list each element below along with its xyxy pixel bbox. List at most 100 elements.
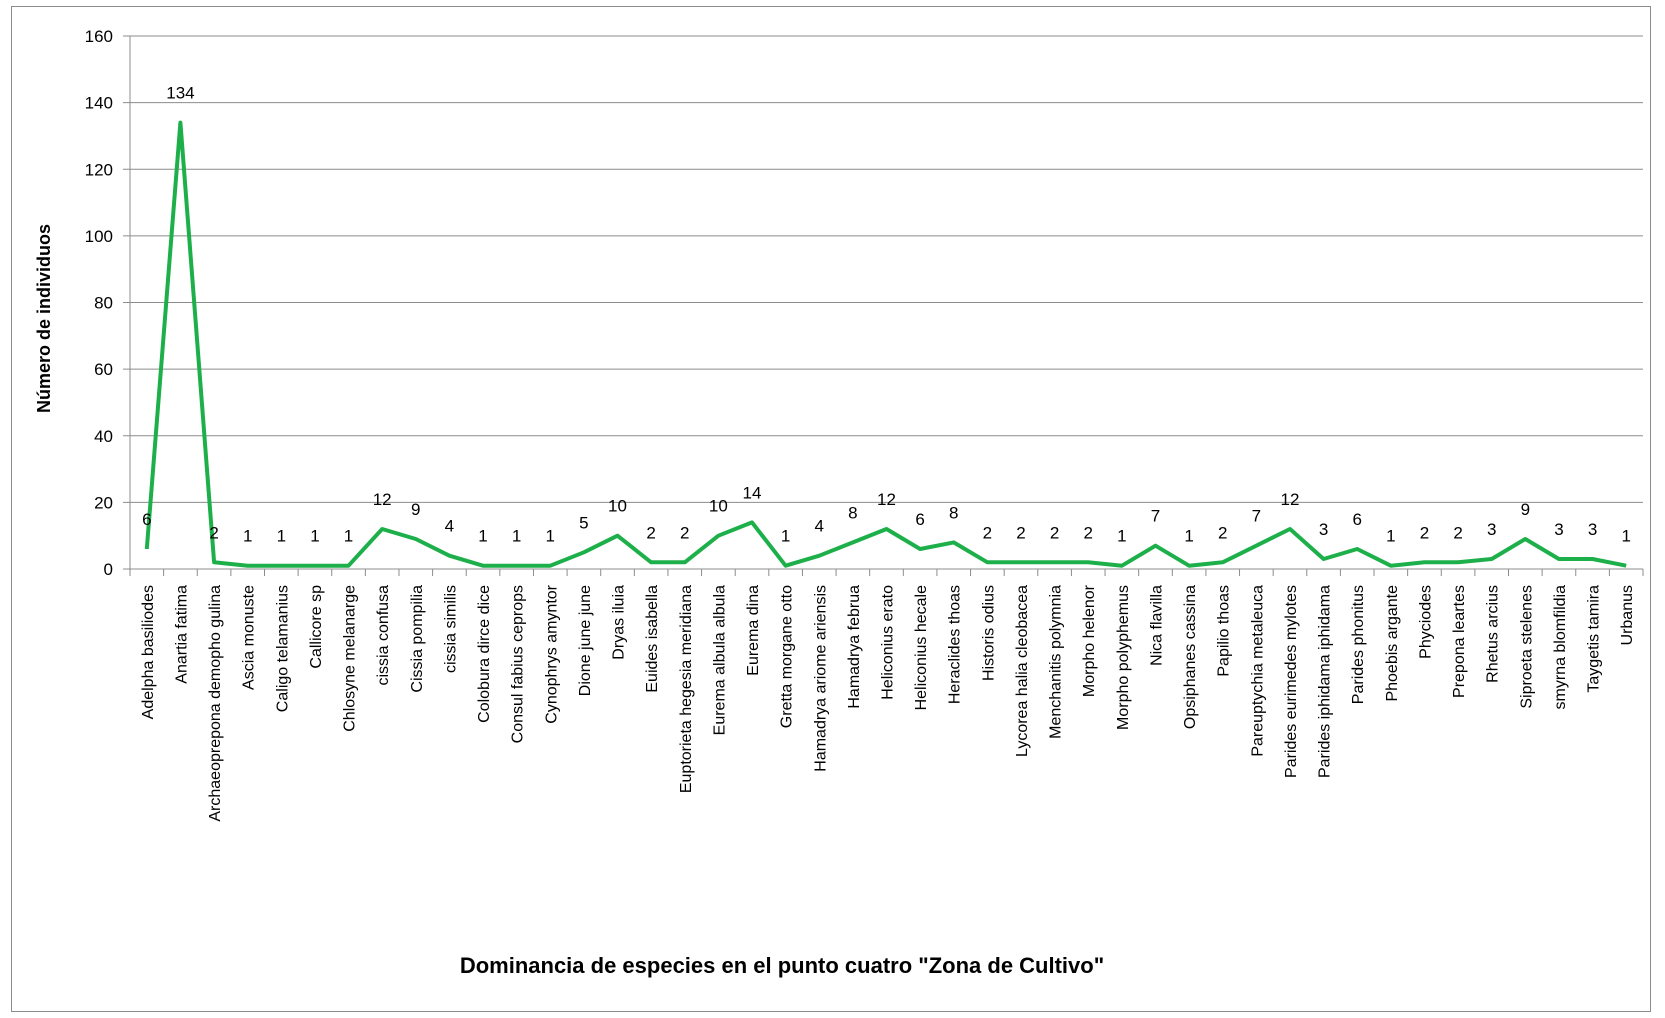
- data-label: 2: [1016, 523, 1025, 542]
- data-label: 2: [680, 523, 689, 542]
- category-label: Consul fabius ceprops: [510, 585, 527, 743]
- category-label: Callicore sp: [308, 585, 325, 669]
- category-label: cissia confusa: [375, 585, 392, 686]
- category-label: Siproeta stelenes: [1518, 585, 1535, 709]
- data-label: 1: [781, 527, 790, 546]
- data-label: 4: [445, 517, 454, 536]
- category-labels: Adelpha basiliodes Anartia fatima Archaeop…: [140, 584, 1636, 821]
- category-label: Lycorea halia cleobacea: [1014, 585, 1031, 757]
- category-label: Parides eurimedes mylotes: [1283, 585, 1300, 778]
- category-label: cissia similis: [442, 585, 459, 673]
- y-tick-label: 120: [85, 160, 113, 179]
- data-label: 9: [411, 500, 420, 519]
- data-label: 6: [142, 510, 151, 529]
- data-label: 7: [1151, 507, 1160, 526]
- y-tick-label: 100: [85, 227, 113, 246]
- data-label: 3: [1487, 520, 1496, 539]
- category-label: Gretta morgane otto: [779, 585, 796, 728]
- category-label: Heraclides thoas: [947, 585, 964, 704]
- category-label: Euides isabella: [644, 585, 661, 693]
- category-label: Cynophrys amyntor: [543, 584, 560, 723]
- data-label: 5: [579, 513, 588, 532]
- category-label: Papilio thoas: [1216, 585, 1233, 677]
- y-tick-label: 60: [94, 360, 113, 379]
- series-line: [144, 120, 1627, 568]
- data-label: 8: [949, 503, 958, 522]
- data-label: 1: [344, 527, 353, 546]
- data-label: 6: [915, 510, 924, 529]
- y-tick-label: 20: [94, 493, 113, 512]
- category-label: Dione june june: [577, 585, 594, 696]
- data-label: 12: [1281, 490, 1300, 509]
- y-axis-ticks: 0 20 40 60 80 100 120 140 160: [85, 27, 130, 579]
- category-label: Euptorieta hegesia meridiana: [678, 585, 695, 793]
- category-label: Morpho polyphemus: [1115, 585, 1132, 730]
- category-label: Parides iphidama iphidama: [1317, 585, 1334, 778]
- category-label: Eurema dina: [745, 585, 762, 676]
- data-label: 12: [877, 490, 896, 509]
- data-label: 14: [743, 483, 762, 502]
- data-label: 2: [1218, 523, 1227, 542]
- category-label: Hamadrya februa: [846, 585, 863, 709]
- y-axis-title: Número de individuos: [34, 224, 54, 413]
- category-label: Phyciodes: [1417, 585, 1434, 659]
- y-tick-label: 40: [94, 427, 113, 446]
- category-label: Dryas iluia: [611, 585, 628, 660]
- data-label: 6: [1352, 510, 1361, 529]
- data-label: 1: [478, 527, 487, 546]
- category-label: Menchanitis polymnia: [1048, 585, 1065, 739]
- data-label: 1: [243, 527, 252, 546]
- category-label: Cissia pompilia: [409, 585, 426, 693]
- category-label: Hamadrya ariome ariensis: [812, 585, 829, 772]
- data-label: 3: [1319, 520, 1328, 539]
- category-label: smyrna blomfildia: [1552, 585, 1569, 710]
- data-label: 10: [608, 497, 627, 516]
- y-tick-label: 160: [85, 27, 113, 46]
- gridlines: [130, 35, 1643, 503]
- data-label: 1: [310, 527, 319, 546]
- chart-frame: [11, 6, 1651, 1012]
- category-label: Morpho helenor: [1081, 584, 1098, 697]
- category-label: Nica flavilla: [1148, 585, 1165, 666]
- data-label: 2: [1453, 523, 1462, 542]
- category-label: Phoebis argante: [1384, 585, 1401, 702]
- data-label: 9: [1521, 500, 1530, 519]
- data-label: 3: [1554, 520, 1563, 539]
- category-label: Opsiphanes cassina: [1182, 585, 1199, 729]
- category-label: Pareuptychia metaleuca: [1249, 585, 1266, 757]
- data-label: 10: [709, 497, 728, 516]
- category-label: Caligo telamanius: [274, 585, 291, 712]
- data-label: 12: [373, 490, 392, 509]
- data-label: 8: [848, 503, 857, 522]
- data-label: 3: [1588, 520, 1597, 539]
- data-label: 2: [1083, 523, 1092, 542]
- data-label: 1: [1386, 527, 1395, 546]
- category-label: Archaeoprepona demopho gulina: [207, 585, 224, 822]
- data-label: 1: [277, 527, 286, 546]
- category-label: Eurema albula albula: [711, 585, 728, 735]
- category-label: Urbanus: [1619, 585, 1636, 645]
- data-label: 2: [983, 523, 992, 542]
- chart-title: Dominancia de especies en el punto cuatr…: [460, 953, 1104, 978]
- data-label: 2: [1420, 523, 1429, 542]
- data-label: 134: [166, 84, 194, 103]
- category-label: Ascia monuste: [241, 585, 258, 690]
- data-label: 1: [512, 527, 521, 546]
- category-label: Chlosyne melanarge: [342, 585, 359, 732]
- data-label: 7: [1252, 507, 1261, 526]
- data-label: 2: [209, 523, 218, 542]
- category-label: Rhetus arcius: [1485, 585, 1502, 683]
- category-label: Parides phonitus: [1350, 585, 1367, 704]
- category-label: Adelpha basiliodes: [140, 585, 157, 719]
- data-label: 1: [1621, 527, 1630, 546]
- data-label: 1: [1184, 527, 1193, 546]
- category-label: Historis odius: [980, 585, 997, 681]
- category-label: Taygetis tamira: [1586, 585, 1603, 693]
- data-label: 1: [1117, 527, 1126, 546]
- y-tick-label: 140: [85, 94, 113, 113]
- category-label: Colobura dirce dice: [476, 585, 493, 723]
- category-label: Prepona leartes: [1451, 585, 1468, 698]
- data-label: 4: [815, 517, 824, 536]
- data-label: 2: [646, 523, 655, 542]
